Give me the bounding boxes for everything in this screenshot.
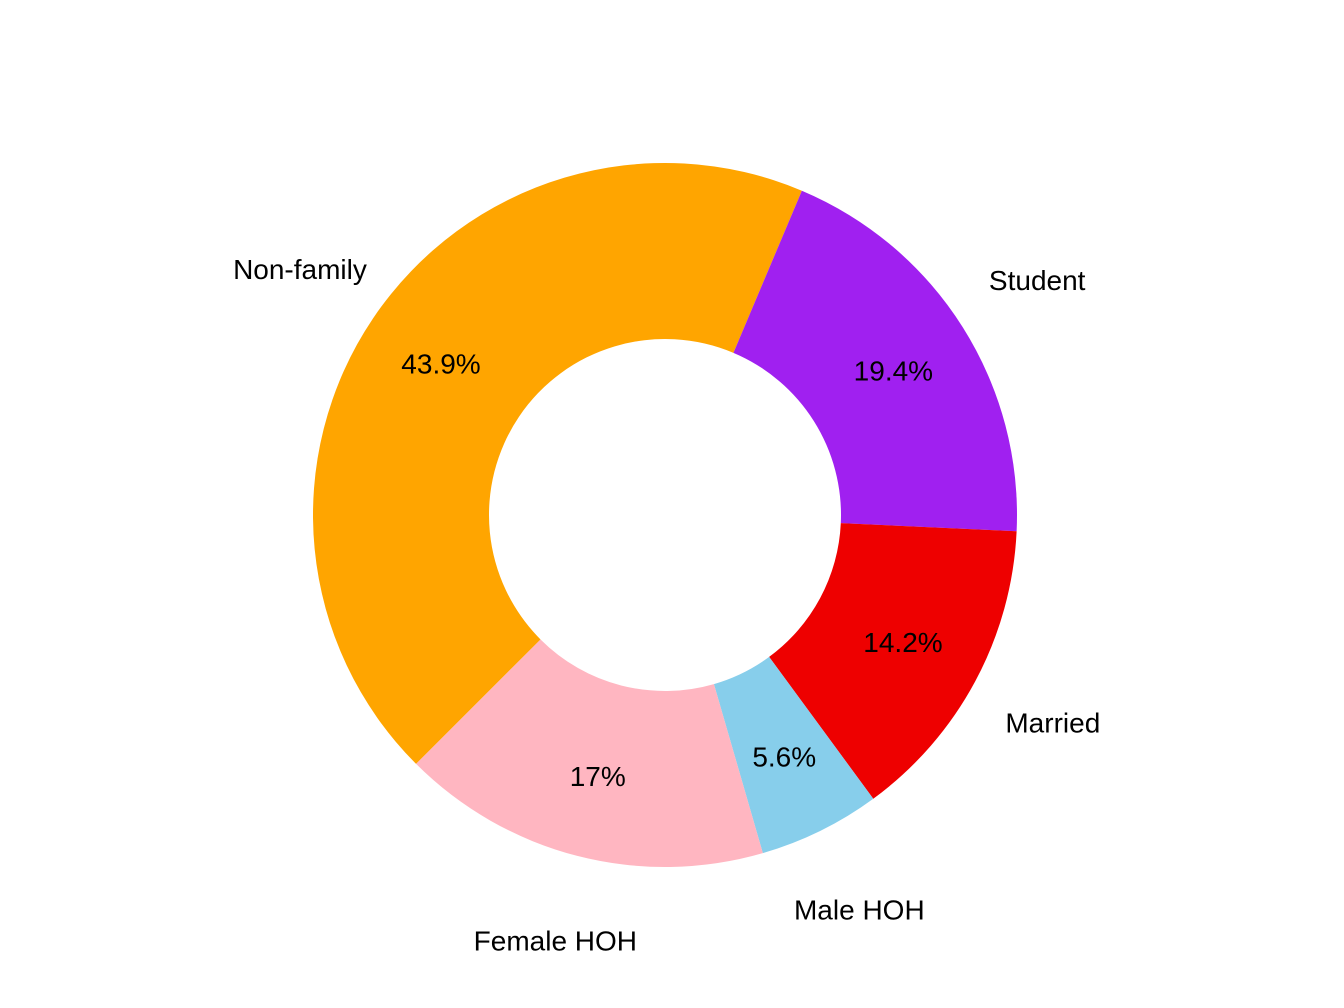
donut-slices [312, 162, 1017, 867]
percent-label-female-hoh: 17% [570, 761, 626, 792]
slice-married [769, 523, 1017, 799]
category-label-male-hoh: Male HOH [794, 894, 925, 925]
slice-non-family [312, 162, 802, 764]
category-labels: Non-family Student Married Male HOH Female H… [233, 254, 1100, 957]
percent-label-non-family: 43.9% [401, 349, 480, 380]
slice-student [733, 190, 1017, 532]
percent-label-student: 19.4% [854, 355, 933, 386]
percent-label-married: 14.2% [863, 627, 942, 658]
category-label-non-family: Non-family [233, 254, 367, 285]
slice-male-hoh [713, 656, 874, 854]
slice-female-hoh [416, 639, 763, 867]
category-label-female-hoh: Female HOH [474, 926, 637, 957]
percent-labels: 43.9% 19.4% 14.2% 5.6% 17% [401, 349, 942, 792]
category-label-married: Married [1005, 707, 1100, 738]
percent-label-male-hoh: 5.6% [752, 742, 816, 773]
category-label-student: Student [989, 265, 1086, 296]
